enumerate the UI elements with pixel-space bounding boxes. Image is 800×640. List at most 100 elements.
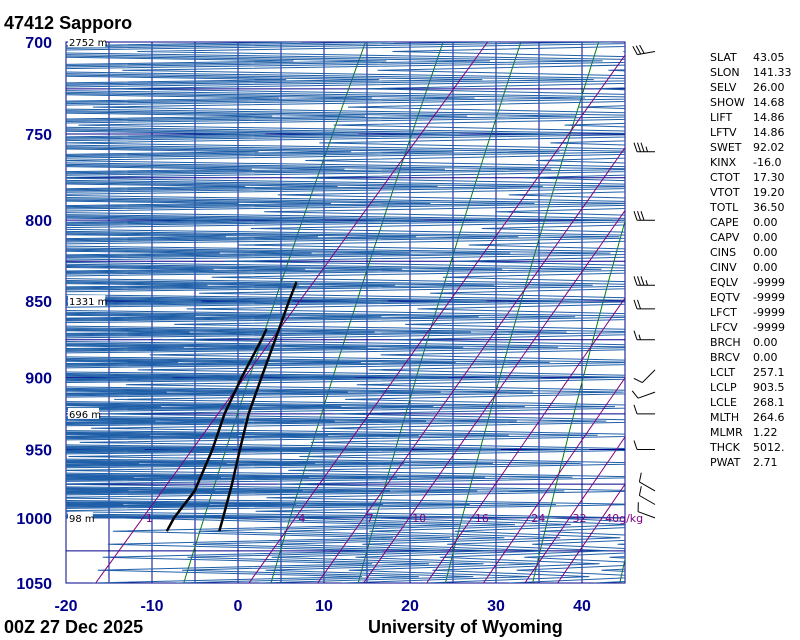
temperature-tick-label: 30 [487, 598, 505, 615]
pressure-tick-label: 900 [25, 370, 52, 387]
dewpoint-trace [165, 328, 268, 532]
index-name: LFCT [710, 306, 737, 319]
wind-barb [637, 502, 656, 519]
wind-barb [633, 276, 655, 286]
mixing-ratio-labels: 1 4 7 10 16 24 32 40g/kg [146, 512, 643, 525]
index-name: LCLT [710, 366, 735, 379]
index-value: 0.00 [753, 261, 778, 274]
wind-barb [633, 369, 656, 384]
index-value: 141.33 [753, 66, 792, 79]
temperature-axis: -20 -10 0 10 20 30 40 [54, 598, 591, 615]
index-value: 268.1 [753, 396, 785, 409]
index-name: LCLP [710, 381, 737, 394]
wind-barb [633, 440, 655, 450]
mixing-ratio-line [426, 297, 625, 583]
index-value: 0.00 [753, 351, 778, 364]
index-name: PWAT [710, 456, 741, 469]
source-credit: University of Wyoming [368, 617, 563, 637]
index-name: CINS [710, 246, 736, 259]
index-name: VTOT [710, 186, 740, 199]
mixing-ratio-line [557, 483, 625, 583]
mixing-ratio-line [524, 436, 625, 583]
index-value: 14.86 [753, 126, 785, 139]
mixing-ratio-label: 4 [298, 512, 305, 525]
index-name: SHOW [710, 96, 745, 109]
mixing-ratio-line [363, 209, 625, 583]
thermo-lines [66, 42, 800, 583]
pressure-tick-label: 1000 [16, 511, 52, 528]
height-label: 1331 m [69, 297, 107, 308]
height-label-bg [68, 36, 106, 47]
index-value: 1.22 [753, 426, 778, 439]
index-name: SWET [710, 141, 742, 154]
index-value: -16.0 [753, 156, 781, 169]
index-name: SELV [710, 81, 737, 94]
index-value: 17.30 [753, 171, 785, 184]
mixing-ratio-label: 10 [412, 512, 426, 525]
moist-adiabat [66, 42, 461, 583]
index-value: 26.00 [753, 81, 785, 94]
wind-barb [638, 472, 656, 492]
index-name: CAPV [710, 231, 740, 244]
mixing-ratio-line [482, 376, 625, 583]
height-label-bg [68, 511, 93, 523]
index-name: SLAT [710, 51, 737, 64]
mixing-ratio-line [95, 42, 489, 583]
mixing-ratio-label: 24 [531, 512, 545, 525]
pressure-tick-label: 800 [25, 213, 52, 230]
dry-adiabat [794, 42, 800, 583]
mixing-ratio-label: 16 [475, 512, 489, 525]
index-value: 19.20 [753, 186, 785, 199]
index-value: 14.86 [753, 111, 785, 124]
index-value: 14.68 [753, 96, 785, 109]
index-value: 0.00 [753, 246, 778, 259]
mixing-ratio-label: 40g/kg [605, 512, 643, 525]
station-name: Sapporo [59, 13, 132, 33]
dry-adiabat [270, 42, 444, 583]
index-value: 0.00 [753, 336, 778, 349]
index-value: 2.71 [753, 456, 778, 469]
wind-barb [632, 44, 656, 56]
index-name: LFCV [710, 321, 738, 334]
wind-barb [633, 211, 655, 221]
wind-barb [638, 486, 656, 505]
dry-adiabat [532, 219, 625, 583]
moist-adiabat [66, 42, 612, 583]
wind-barb [631, 390, 656, 399]
temperature-trace [218, 281, 298, 532]
mixing-ratio-label: 1 [146, 512, 153, 525]
index-name: LFTV [710, 126, 737, 139]
index-name: BRCV [710, 351, 740, 364]
index-value: 92.02 [753, 141, 785, 154]
index-value: -9999 [753, 276, 785, 289]
pressure-axis: 700 750 800 850 900 950 1000 1050 [16, 35, 52, 593]
index-name: BRCH [710, 336, 741, 349]
station-title: 47412 Sapporo [4, 13, 132, 33]
wind-barb [633, 299, 655, 310]
moist-adiabat [66, 45, 625, 583]
pressure-tick-label: 700 [25, 35, 52, 52]
index-value: 903.5 [753, 381, 785, 394]
index-name: MLTH [710, 411, 739, 424]
sounding-traces [165, 281, 298, 532]
index-name: THCK [709, 441, 741, 454]
index-name: TOTL [709, 201, 739, 214]
dry-adiabat [444, 42, 600, 583]
index-name: KINX [710, 156, 737, 169]
height-label: 98 m [69, 514, 95, 525]
index-name: LIFT [710, 111, 733, 124]
pressure-tick-label: 950 [25, 443, 52, 460]
index-name: CINV [710, 261, 737, 274]
temperature-tick-label: -20 [54, 598, 77, 615]
index-value: 264.6 [753, 411, 785, 424]
height-label: 696 m [69, 410, 101, 421]
wind-barbs [631, 44, 656, 519]
pressure-tick-label: 850 [25, 294, 52, 311]
temperature-tick-label: -10 [140, 598, 163, 615]
index-value: -9999 [753, 291, 785, 304]
wind-barb [633, 404, 655, 415]
index-name: MLMR [710, 426, 743, 439]
index-value: -9999 [753, 306, 785, 319]
temperature-tick-label: 40 [573, 598, 591, 615]
